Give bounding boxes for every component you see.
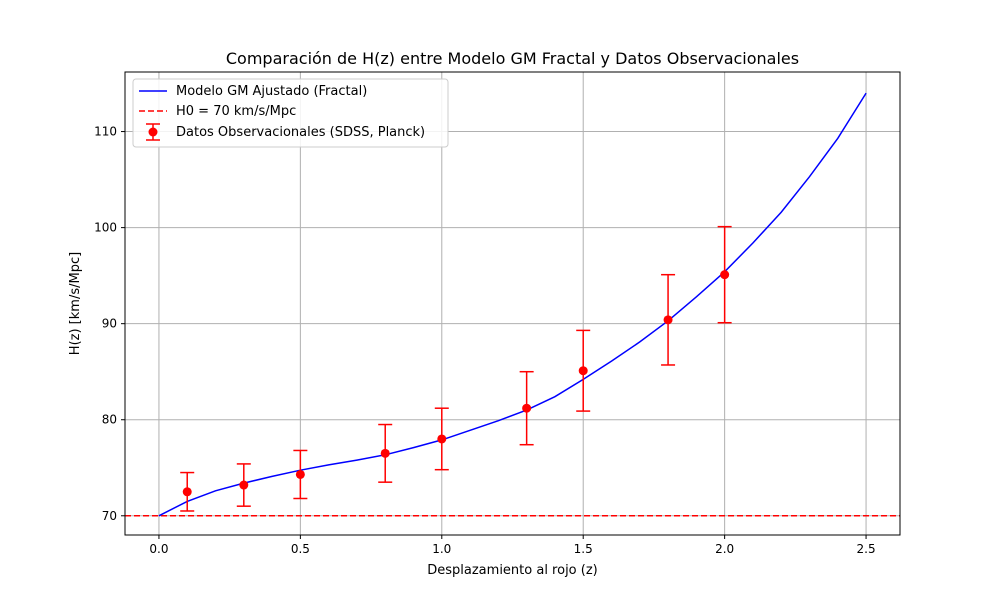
data-point bbox=[180, 471, 195, 512]
data-marker bbox=[663, 315, 673, 325]
legend-label-h0: H0 = 70 km/s/Mpc bbox=[176, 104, 296, 119]
data-point bbox=[434, 407, 449, 471]
plot-area bbox=[124, 71, 901, 536]
data-point bbox=[717, 225, 732, 324]
data-point bbox=[236, 463, 251, 507]
legend-swatch-observations bbox=[146, 123, 160, 141]
data-point bbox=[519, 370, 534, 446]
data-marker bbox=[380, 448, 390, 458]
x-tick-label: 1.0 bbox=[432, 542, 451, 556]
chart-title: Comparación de H(z) entre Modelo GM Frac… bbox=[226, 49, 799, 68]
axis-ticks: 0.0 0.5 1.0 1.5 2.0 2.5 70 80 90 100 110 bbox=[94, 125, 876, 556]
x-tick-label: 2.5 bbox=[857, 542, 876, 556]
legend-label-observations: Datos Observacionales (SDSS, Planck) bbox=[176, 125, 425, 140]
x-tick-label: 1.5 bbox=[574, 542, 593, 556]
x-axis-label: Desplazamiento al rojo (z) bbox=[427, 563, 598, 578]
data-marker bbox=[578, 366, 588, 376]
y-tick-label: 110 bbox=[94, 125, 117, 139]
data-marker bbox=[182, 487, 192, 497]
y-axis-label: H(z) [km/s/Mpc] bbox=[68, 252, 83, 355]
legend-label-model: Modelo GM Ajustado (Fractal) bbox=[176, 84, 367, 99]
data-point bbox=[576, 329, 591, 412]
data-marker bbox=[295, 469, 305, 479]
data-marker bbox=[239, 480, 249, 490]
legend-box bbox=[132, 78, 449, 148]
data-marker bbox=[437, 434, 447, 444]
data-point bbox=[378, 423, 393, 483]
y-tick-label: 90 bbox=[102, 317, 117, 331]
legend: Modelo GM Ajustado (Fractal) H0 = 70 km/… bbox=[132, 78, 449, 148]
y-tick-label: 80 bbox=[102, 413, 117, 427]
x-tick-label: 0.0 bbox=[149, 542, 168, 556]
data-marker bbox=[720, 270, 730, 280]
data-marker bbox=[522, 403, 532, 413]
y-tick-label: 100 bbox=[94, 221, 117, 235]
x-tick-label: 2.0 bbox=[715, 542, 734, 556]
series-line-model bbox=[158, 92, 867, 517]
data-point bbox=[661, 273, 676, 366]
x-tick-label: 0.5 bbox=[291, 542, 310, 556]
legend-marker bbox=[148, 127, 158, 137]
y-tick-label: 70 bbox=[102, 509, 117, 523]
data-point bbox=[293, 449, 308, 500]
data-points bbox=[180, 225, 732, 512]
